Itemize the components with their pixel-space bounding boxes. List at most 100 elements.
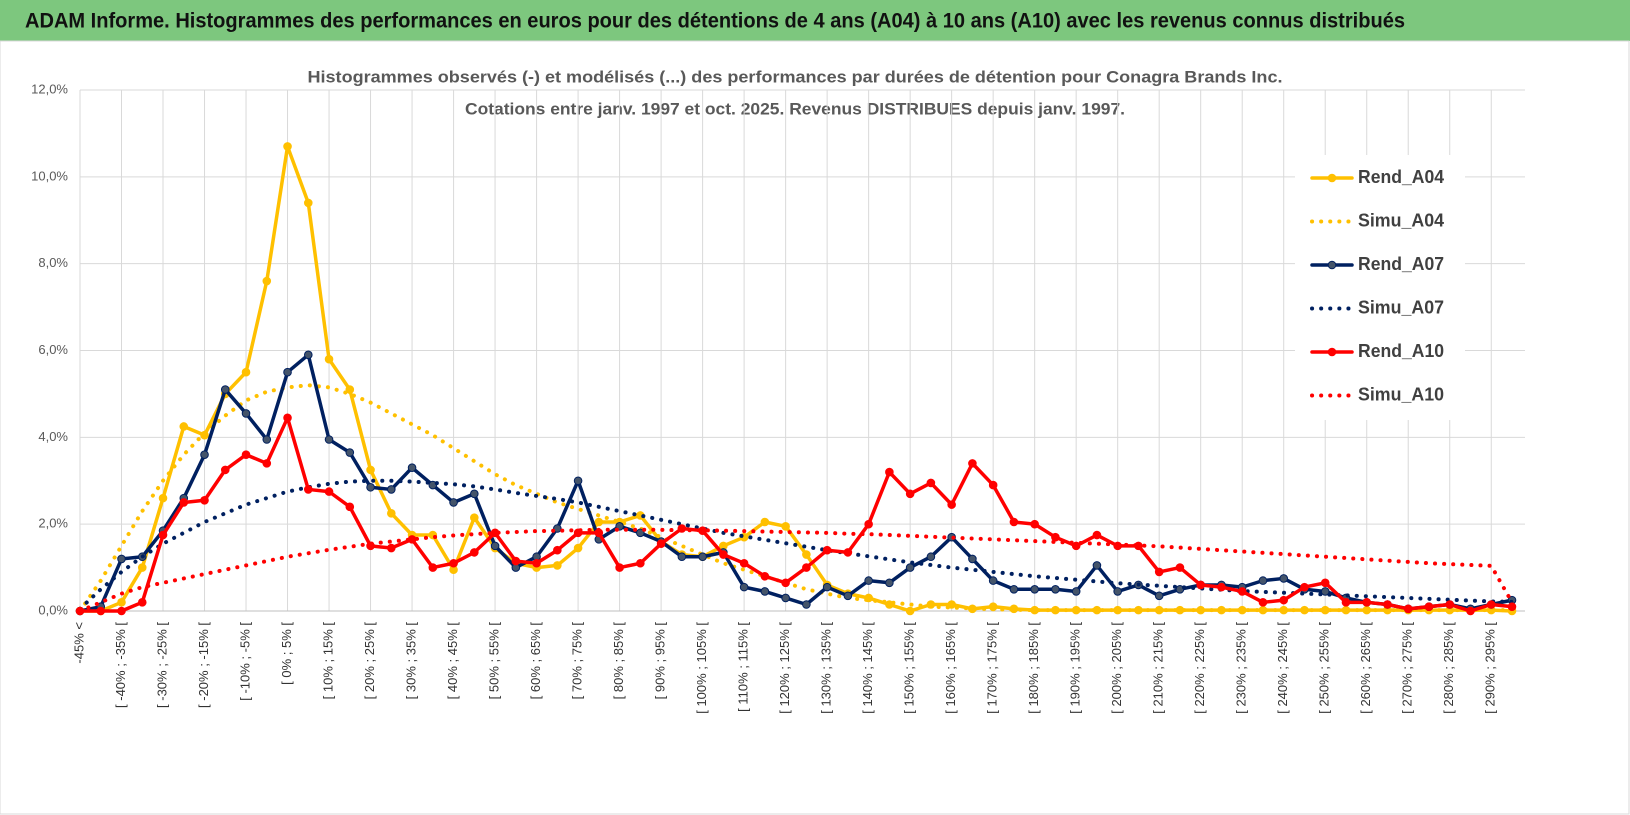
point <box>345 448 355 457</box>
point <box>303 485 313 494</box>
point <box>532 558 541 568</box>
point <box>1424 602 1434 611</box>
x-tick-label: [ 240% ; 245% [ <box>1275 622 1290 714</box>
point <box>179 422 189 431</box>
model-line <box>78 383 1514 613</box>
x-tick-label: [ 220% ; 225% [ <box>1192 622 1207 714</box>
point <box>1383 600 1392 609</box>
point <box>1071 541 1081 551</box>
point <box>511 556 521 566</box>
point <box>283 413 292 423</box>
point <box>1113 587 1122 596</box>
point <box>905 563 915 572</box>
x-tick-label: [ 0% ; 5% [ <box>279 622 294 685</box>
point <box>1071 587 1081 596</box>
point <box>573 476 583 486</box>
x-tick-label: [ 290% ; 295% [ <box>1483 622 1498 714</box>
x-tick-label: [ -30% ; -25% [ <box>154 622 169 708</box>
point <box>885 578 894 588</box>
legend-label: Rend_A10 <box>1358 341 1444 361</box>
point <box>490 541 500 551</box>
data-line <box>78 416 1514 613</box>
point <box>283 142 292 151</box>
point <box>822 582 832 592</box>
point <box>241 409 251 418</box>
legend-label: Simu_A10 <box>1358 384 1444 404</box>
data-line <box>78 353 1514 613</box>
y-tick-label: 8,0% <box>38 255 68 270</box>
point <box>968 554 977 564</box>
point <box>781 578 790 588</box>
x-tick-label: [ 40% ; 45% [ <box>445 622 460 700</box>
point <box>1507 602 1517 611</box>
x-tick-label: [ 170% ; 175% [ <box>985 622 1000 714</box>
point <box>636 528 645 538</box>
point <box>553 524 562 533</box>
point <box>1279 574 1289 583</box>
x-tick-label: [ 180% ; 185% [ <box>1026 622 1041 714</box>
point <box>802 600 811 609</box>
point <box>802 550 811 559</box>
point <box>988 576 998 585</box>
point <box>303 198 313 208</box>
point <box>387 485 396 494</box>
point <box>1154 591 1164 601</box>
legend-marker <box>1327 173 1337 183</box>
point <box>1196 580 1205 590</box>
x-tick-label: [ 60% ; 65% [ <box>528 622 543 700</box>
point <box>449 498 458 507</box>
point <box>324 487 334 496</box>
point <box>1030 519 1039 529</box>
point <box>947 600 956 609</box>
point <box>470 489 479 499</box>
point <box>428 563 438 572</box>
x-tick-label: [ 140% ; 145% [ <box>860 622 875 714</box>
point <box>1092 530 1102 540</box>
header-title: ADAM Informe. Histogrammes des performan… <box>25 10 1405 33</box>
point <box>117 606 126 616</box>
point <box>137 598 147 607</box>
point <box>1051 532 1060 542</box>
chart-subtitle: Cotations entre janv. 1997 et oct. 2025.… <box>465 99 1125 118</box>
point <box>387 543 396 553</box>
x-tick-label: [ -40% ; -35% [ <box>113 622 128 708</box>
y-tick-label: 4,0% <box>38 429 68 444</box>
point <box>262 435 272 444</box>
x-tick-label: [ 250% ; 255% [ <box>1317 622 1332 714</box>
x-tick-label: [ 280% ; 285% [ <box>1441 622 1456 714</box>
x-tick-label: [ 150% ; 155% [ <box>902 622 917 714</box>
x-tick-label: [ 200% ; 205% [ <box>1109 622 1124 714</box>
point <box>864 519 873 529</box>
point <box>241 450 251 460</box>
y-tick-label: 2,0% <box>38 516 68 531</box>
legend-marker <box>1327 260 1337 270</box>
x-tick-label: [ 100% ; 105% [ <box>694 622 709 714</box>
point <box>96 606 106 616</box>
x-tick-label: [ -20% ; -15% [ <box>196 622 211 708</box>
point <box>553 545 562 555</box>
point <box>781 522 790 531</box>
point <box>719 550 728 559</box>
point <box>1009 584 1019 594</box>
point <box>220 385 230 394</box>
point <box>864 576 873 585</box>
point <box>200 450 209 460</box>
chart-title: Histogrammes observés (-) et modélisés (… <box>308 67 1283 86</box>
point <box>1362 598 1372 607</box>
point <box>947 500 956 509</box>
point <box>905 606 915 616</box>
point <box>137 563 147 572</box>
point <box>158 493 168 503</box>
point <box>324 435 334 444</box>
point <box>241 367 251 377</box>
point <box>905 489 915 499</box>
point <box>345 502 355 512</box>
header-bar <box>0 0 1630 41</box>
point <box>366 482 375 492</box>
point <box>407 463 417 473</box>
legend-marker <box>1327 347 1337 357</box>
x-tick-label: [ 260% ; 265% [ <box>1358 622 1373 714</box>
point <box>449 558 458 568</box>
x-tick-label: [ -10% ; -5% [ <box>237 622 252 701</box>
x-tick-label: [ 120% ; 125% [ <box>777 622 792 714</box>
